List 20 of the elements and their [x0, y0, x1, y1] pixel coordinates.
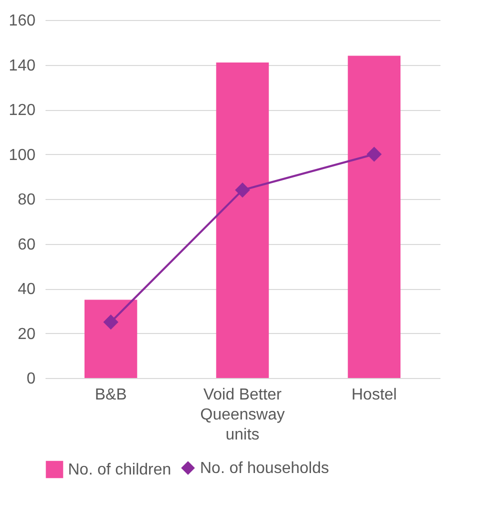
y-tick-label: 60: [18, 236, 36, 254]
y-tick-label: 140: [8, 57, 36, 74]
point: [367, 147, 382, 162]
bar: [216, 62, 269, 378]
x-tick-label: Void Better Queensway units: [200, 386, 285, 444]
point: [104, 314, 118, 330]
y-tick-label: 100: [8, 146, 36, 164]
y-tick-label: 80: [18, 192, 36, 208]
y-tick-label: 0: [26, 370, 36, 388]
legend-label: No. of children: [68, 462, 172, 478]
y-tick-label: 40: [18, 281, 36, 298]
bar: [348, 56, 400, 378]
y-tick-label: 120: [8, 102, 36, 119]
x-tick-label: B&B: [94, 386, 127, 404]
x-tick-label: Hostel: [351, 386, 397, 404]
point: [235, 182, 250, 198]
legend-label: No. of households: [200, 460, 329, 477]
y-tick-label: 160: [8, 12, 36, 30]
y-tick-label: 20: [18, 326, 36, 343]
bar: [84, 300, 138, 378]
